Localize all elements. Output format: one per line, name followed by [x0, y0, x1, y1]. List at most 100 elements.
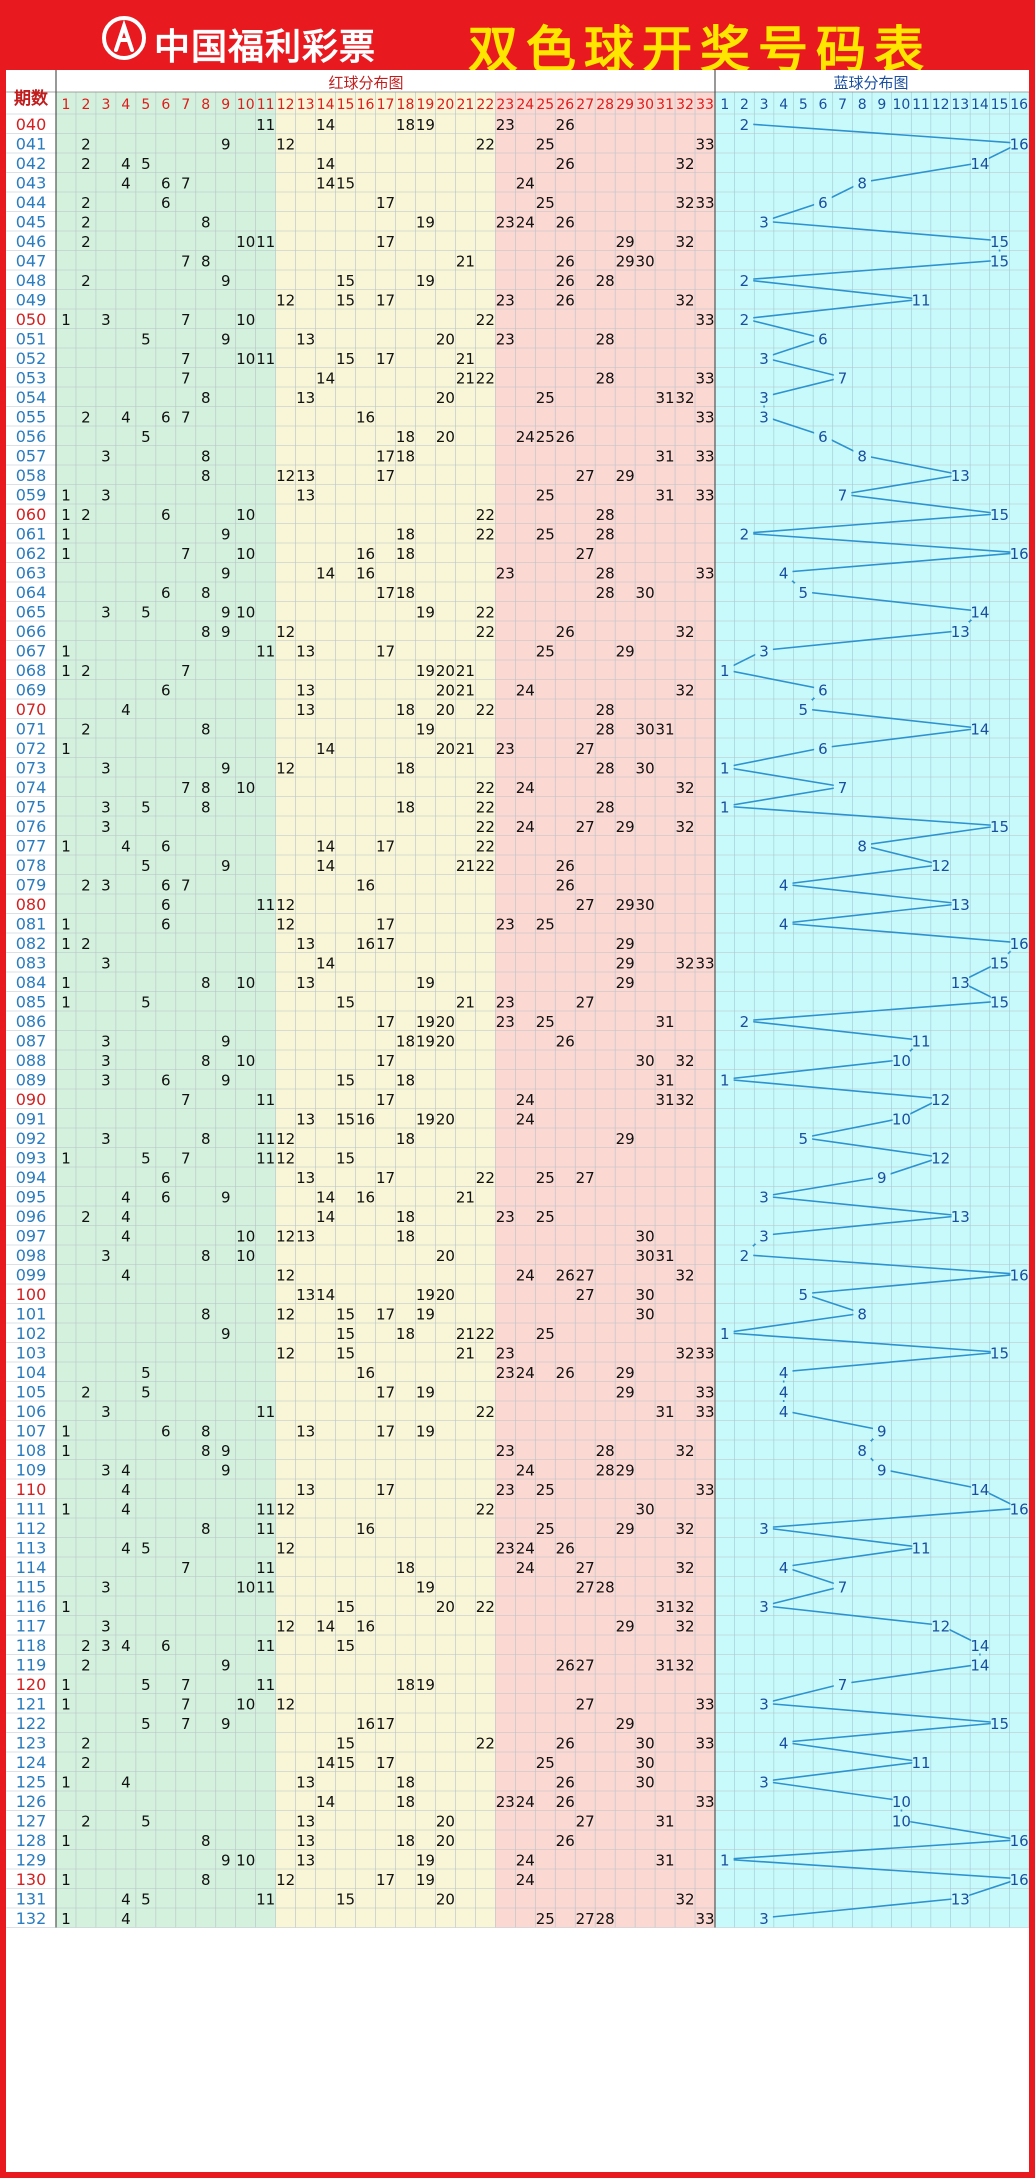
blue-ball-number: 13 [951, 1208, 970, 1226]
red-ball-number: 9 [221, 1032, 231, 1050]
red-ball-number: 2 [81, 1812, 91, 1830]
red-ball-number: 6 [161, 1169, 171, 1187]
period-label: 127 [16, 1811, 47, 1830]
blue-ball-cell [931, 856, 950, 874]
red-ball-number: 27 [576, 1695, 595, 1713]
red-ball-number: 27 [576, 1910, 595, 1928]
red-ball-number: 23 [496, 291, 515, 309]
blue-ball-cell [951, 1207, 970, 1225]
red-ball-number: 8 [201, 720, 211, 738]
blue-column-number: 2 [740, 97, 749, 113]
red-ball-number: 4 [121, 174, 131, 192]
blue-ball-cell [1010, 1870, 1028, 1888]
red-ball-number: 30 [636, 1247, 655, 1265]
red-ball-number: 2 [81, 213, 91, 231]
red-ball-number: 32 [675, 1890, 694, 1908]
period-label: 079 [16, 875, 47, 894]
red-ball-number: 19 [416, 1286, 435, 1304]
red-ball-number: 1 [61, 545, 71, 563]
red-ball-number: 32 [675, 233, 694, 251]
red-ball-number: 11 [256, 1559, 275, 1577]
red-ball-number: 20 [436, 1247, 455, 1265]
red-ball-number: 22 [476, 1734, 495, 1752]
red-ball-number: 30 [636, 252, 655, 270]
red-ball-number: 30 [636, 1754, 655, 1772]
red-ball-number: 32 [675, 1656, 694, 1674]
period-label: 099 [16, 1265, 47, 1284]
blue-ball-number: 2 [740, 1247, 750, 1265]
red-ball-number: 17 [376, 1481, 395, 1499]
red-ball-number: 24 [516, 1110, 535, 1128]
red-ball-number: 8 [201, 974, 211, 992]
red-ball-number: 19 [416, 272, 435, 290]
red-ball-number: 24 [516, 1871, 535, 1889]
red-ball-number: 30 [636, 1500, 655, 1518]
red-ball-number: 28 [596, 701, 615, 719]
blue-ball-cell [1010, 134, 1028, 152]
red-ball-number: 33 [695, 1403, 714, 1421]
red-ball-number: 14 [316, 1754, 335, 1772]
red-ball-number: 13 [296, 467, 315, 485]
red-ball-number: 22 [476, 701, 495, 719]
red-ball-number: 18 [396, 798, 415, 816]
period-label: 115 [16, 1577, 47, 1596]
red-ball-number: 15 [336, 1890, 355, 1908]
red-ball-number: 2 [81, 662, 91, 680]
red-ball-number: 2 [81, 1637, 91, 1655]
period-label: 040 [16, 115, 47, 134]
blue-ball-number: 15 [990, 233, 1009, 251]
red-ball-number: 9 [221, 1188, 231, 1206]
blue-ball-number: 3 [759, 642, 769, 660]
red-ball-number: 21 [456, 681, 475, 699]
blue-ball-cell [774, 563, 793, 581]
red-ball-number: 1 [61, 1598, 71, 1616]
red-ball-number: 32 [675, 1091, 694, 1109]
red-ball-number: 27 [576, 1578, 595, 1596]
period-label: 042 [16, 154, 47, 173]
blue-ball-cell [755, 1226, 773, 1244]
period-label: 066 [16, 622, 47, 641]
blue-ball-number: 14 [970, 1637, 989, 1655]
blue-ball-number: 16 [1010, 1266, 1029, 1284]
red-ball-number: 13 [296, 486, 315, 504]
blue-ball-number: 7 [838, 369, 848, 387]
red-ball-number: 8 [201, 1871, 211, 1889]
red-ball-number: 16 [356, 1715, 375, 1733]
red-ball-number: 31 [656, 389, 675, 407]
red-ball-number: 26 [556, 876, 575, 894]
red-ball-number: 17 [376, 447, 395, 465]
red-ball-number: 4 [121, 1910, 131, 1928]
title-banner: 中国福利彩票 双色球开奖号码表 [6, 6, 1029, 79]
red-ball-number: 12 [276, 1305, 295, 1323]
red-ball-number: 17 [376, 1871, 395, 1889]
red-ball-number: 17 [376, 291, 395, 309]
red-ball-number: 7 [181, 408, 191, 426]
blue-ball-number: 16 [1010, 935, 1029, 953]
red-ball-number: 8 [201, 1832, 211, 1850]
blue-ball-number: 3 [759, 1773, 769, 1791]
blue-ball-number: 10 [892, 1793, 911, 1811]
red-ball-number: 33 [695, 311, 714, 329]
red-ball-number: 8 [201, 623, 211, 641]
blue-column-number: 4 [779, 97, 788, 113]
red-ball-number: 21 [456, 369, 475, 387]
red-ball-number: 29 [616, 1461, 635, 1479]
red-ball-number: 22 [476, 506, 495, 524]
blue-ball-cell [971, 1655, 989, 1673]
blue-ball-number: 6 [818, 740, 828, 758]
red-ball-number: 33 [695, 486, 714, 504]
red-ball-number: 31 [656, 1247, 675, 1265]
red-ball-number: 17 [376, 1052, 395, 1070]
period-label: 106 [16, 1402, 47, 1421]
period-label: 062 [16, 544, 47, 563]
red-column-number: 12 [277, 97, 295, 113]
red-ball-number: 12 [276, 1617, 295, 1635]
red-ball-number: 11 [256, 1520, 275, 1538]
red-ball-number: 7 [181, 174, 191, 192]
red-ball-number: 5 [141, 330, 151, 348]
blue-ball-cell [774, 1363, 793, 1381]
red-ball-number: 19 [416, 1578, 435, 1596]
red-ball-number: 33 [695, 408, 714, 426]
blue-ball-cell [990, 251, 1009, 269]
blue-ball-cell [794, 700, 813, 718]
